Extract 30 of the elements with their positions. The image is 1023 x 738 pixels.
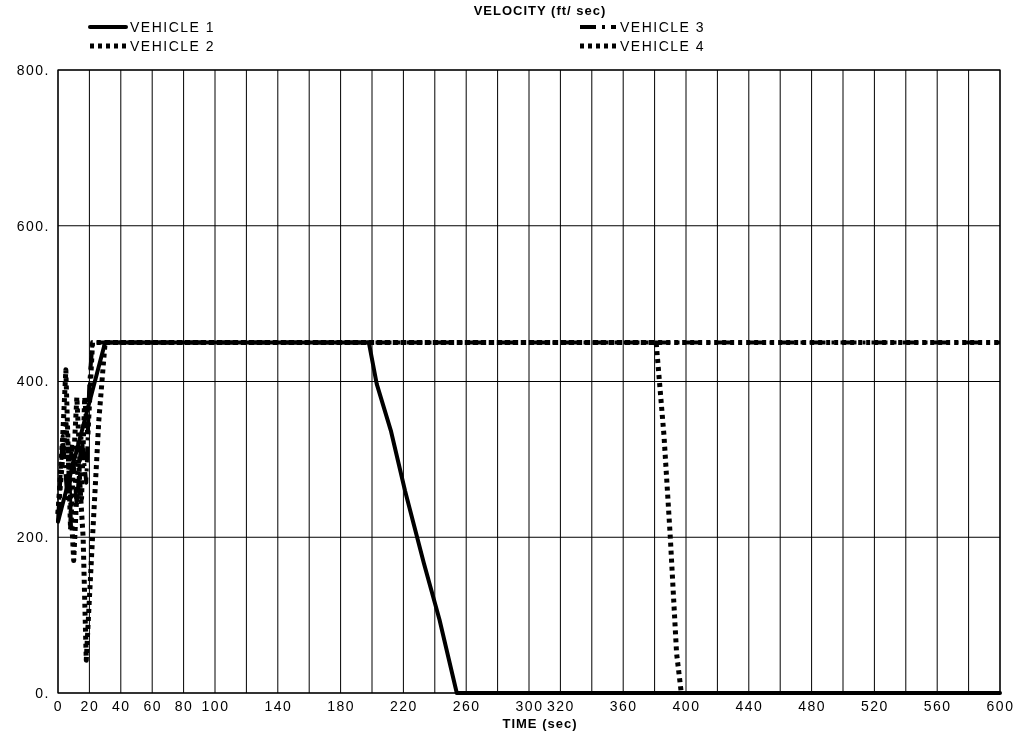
x-tick-label: 140 bbox=[264, 697, 293, 714]
x-tick-label: 300 bbox=[515, 697, 544, 714]
x-tick-label: 100 bbox=[201, 697, 230, 714]
x-tick-label: 360 bbox=[609, 697, 638, 714]
x-tick-label: 260 bbox=[452, 697, 481, 714]
legend-label: VEHICLE 3 bbox=[620, 19, 706, 35]
x-tick-label: 20 bbox=[80, 697, 100, 714]
x-tick-label: 520 bbox=[860, 697, 889, 714]
x-tick-label: 440 bbox=[735, 697, 764, 714]
y-tick-label: 400. bbox=[16, 373, 50, 390]
x-tick-label: 0 bbox=[53, 697, 64, 714]
y-tick-label: 0. bbox=[35, 684, 50, 701]
x-tick-label: 560 bbox=[923, 697, 952, 714]
legend-label: VEHICLE 2 bbox=[130, 38, 216, 54]
x-tick-label: 40 bbox=[112, 697, 131, 714]
x-axis-title: TIME (sec) bbox=[502, 716, 578, 731]
x-tick-label: 80 bbox=[174, 697, 194, 714]
chart-title: VELOCITY (ft/ sec) bbox=[473, 3, 607, 18]
x-tick-label: 180 bbox=[327, 697, 356, 714]
x-tick-label: 400 bbox=[672, 697, 701, 714]
x-tick-label: 600 bbox=[986, 697, 1015, 714]
legend-label: VEHICLE 4 bbox=[620, 38, 706, 54]
y-tick-label: 600. bbox=[16, 217, 50, 234]
y-tick-label: 200. bbox=[16, 529, 50, 546]
y-tick-label: 800. bbox=[16, 61, 50, 78]
legend-label: VEHICLE 1 bbox=[130, 19, 216, 35]
x-tick-label: 320 bbox=[546, 697, 575, 714]
x-tick-label: 480 bbox=[798, 697, 827, 714]
x-tick-label: 220 bbox=[389, 697, 418, 714]
x-tick-label: 60 bbox=[143, 697, 162, 714]
